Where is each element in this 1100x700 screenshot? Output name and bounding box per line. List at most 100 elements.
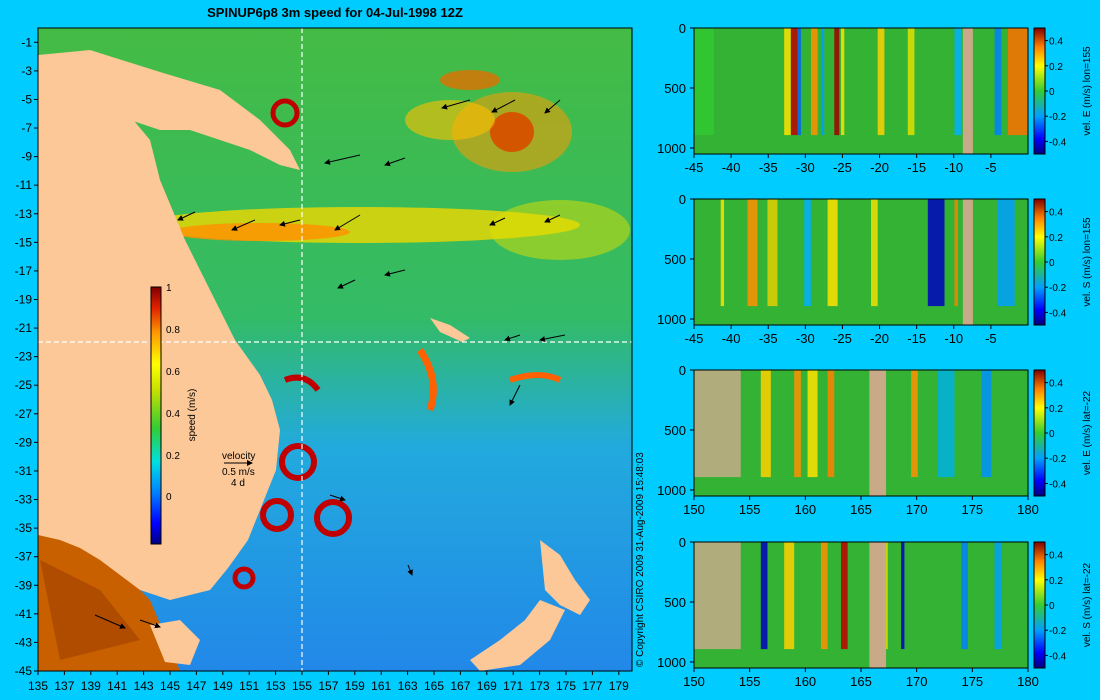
section-x-tick-label: -10 xyxy=(944,160,963,175)
map-y-tick-label: -7 xyxy=(21,121,32,135)
map-x-axis: 135 137 139 141 143 145 147 149 151 153 155 157 159 1… xyxy=(28,671,629,693)
map-x-tick-label: 175 xyxy=(556,679,576,693)
section-x-tick-label: 160 xyxy=(794,502,816,517)
velocity-arrow xyxy=(94,614,126,629)
map-x-tick-label: 179 xyxy=(609,679,629,693)
section-x-tick-label: 165 xyxy=(850,502,872,517)
section-x-tick-label: -30 xyxy=(796,331,815,346)
map-y-tick-label: -19 xyxy=(15,292,33,306)
section-anomaly xyxy=(720,199,725,307)
velocity-arrow xyxy=(329,494,346,502)
section-colorbar-label: vel. E (m/s) lat=-22 xyxy=(1082,390,1093,475)
section-land xyxy=(962,28,973,154)
section-colorbar-tick-label: 0.2 xyxy=(1049,233,1063,244)
velocity-arrow xyxy=(544,214,561,223)
section-x-tick-label: -20 xyxy=(870,331,889,346)
section-colorbar-tick-label: -0.2 xyxy=(1049,454,1067,465)
map-y-tick-label: -9 xyxy=(21,150,32,164)
section-anomaly xyxy=(907,28,915,136)
copyright-note: © Copyright CSIRO 2009 31-Aug-2009 15:48… xyxy=(635,452,646,667)
section-colorbar xyxy=(1033,198,1046,326)
velocity-arrows xyxy=(94,99,566,629)
map-x-tick-label: 139 xyxy=(81,679,101,693)
velocity-arrow xyxy=(324,154,361,165)
map-x-tick-label: 171 xyxy=(503,679,523,693)
section-x-tick-label: -35 xyxy=(759,160,778,175)
section-frame xyxy=(693,27,1029,155)
eddy xyxy=(260,498,294,532)
map-title: SPINUP6p8 3m speed for 04-Jul-1998 12Z xyxy=(207,5,463,20)
map-x-tick-label: 135 xyxy=(28,679,48,693)
section-x-tick-label: 175 xyxy=(961,502,983,517)
velocity-arrow xyxy=(279,219,301,227)
velocity-arrow xyxy=(334,214,361,231)
section-anomaly xyxy=(790,28,798,136)
section-y-tick-label: 500 xyxy=(664,423,686,438)
section-x-tick-label: -10 xyxy=(944,331,963,346)
section-x-tick-label: -5 xyxy=(985,331,997,346)
section-colorbar xyxy=(1033,541,1046,669)
map-y-tick-label: -11 xyxy=(16,178,33,192)
section-anomaly xyxy=(784,28,791,136)
map-y-tick-label: -1 xyxy=(21,35,32,49)
section-anomaly xyxy=(760,370,771,478)
section-colorbar-tick-label: -0.4 xyxy=(1049,308,1067,319)
section-x-tick-label: 165 xyxy=(850,674,872,689)
map-x-tick-label: 169 xyxy=(477,679,497,693)
section-y-tick-label: 500 xyxy=(664,81,686,96)
map-y-tick-label: -21 xyxy=(15,321,33,335)
section-colorbar-tick-label: 0.4 xyxy=(1049,551,1063,562)
eddy xyxy=(314,499,352,537)
colorbar-tick: 0.8 xyxy=(166,325,180,336)
map-y-tick-label: -29 xyxy=(15,435,33,449)
section-anomaly xyxy=(994,542,1002,650)
speed-patch xyxy=(405,100,495,140)
section-anomaly xyxy=(994,28,1002,136)
section-x-tick-label: -45 xyxy=(685,331,704,346)
section-x-tick-label: -15 xyxy=(907,331,926,346)
section-x-tick-label: -15 xyxy=(907,160,926,175)
velocity-arrow xyxy=(491,99,516,113)
section-land xyxy=(869,370,887,496)
map-x-tick-label: 173 xyxy=(530,679,550,693)
map-y-tick-label: -27 xyxy=(15,407,33,421)
section-anomaly xyxy=(804,199,811,307)
map-x-tick-label: 161 xyxy=(371,679,391,693)
section-colorbar xyxy=(1033,27,1046,155)
section-x-tick-label: 170 xyxy=(906,674,928,689)
section-anomaly xyxy=(937,370,955,478)
section-anomaly xyxy=(694,28,715,136)
section-colorbar-tick-label: -0.2 xyxy=(1049,626,1067,637)
colorbar-label: speed (m/s) xyxy=(187,389,198,442)
land-new-caledonia xyxy=(430,318,470,342)
map-y-tick-label: -3 xyxy=(21,64,32,78)
section-y-tick-label: 500 xyxy=(664,595,686,610)
section-anomaly xyxy=(820,542,828,650)
section-anomaly xyxy=(1007,28,1028,136)
section-x-tick-label: -40 xyxy=(722,160,741,175)
map-y-tick-label: -43 xyxy=(15,635,33,649)
section-colorbar-label: vel. S (m/s) lon=155 xyxy=(1082,217,1093,307)
map-x-tick-label: 147 xyxy=(186,679,206,693)
section-x-tick-label: -5 xyxy=(985,160,997,175)
map-x-tick-label: 177 xyxy=(582,679,602,693)
speed-colorbar xyxy=(150,286,162,545)
section-colorbar-tick-label: -0.4 xyxy=(1049,137,1067,148)
section-anomaly xyxy=(877,28,885,136)
velocity-arrow xyxy=(539,334,566,342)
section-anomaly xyxy=(784,542,795,650)
map-y-tick-label: -37 xyxy=(15,550,33,564)
section-x-tick-label: -25 xyxy=(833,331,852,346)
map-x-tick-label: 149 xyxy=(213,679,233,693)
section-x-tick-label: -20 xyxy=(870,160,889,175)
eddy xyxy=(279,443,317,481)
section-y-tick-label: 500 xyxy=(664,252,686,267)
map-y-tick-label: -17 xyxy=(15,264,33,278)
map-y-tick-label: -41 xyxy=(15,607,33,621)
velocity-arrow xyxy=(177,211,196,221)
section-x-tick-label: 175 xyxy=(961,674,983,689)
map-y-tick-label: -35 xyxy=(15,521,33,535)
eddy-arc xyxy=(509,372,562,383)
map-y-tick-label: -5 xyxy=(21,92,32,106)
map-x-tick-label: 165 xyxy=(424,679,444,693)
